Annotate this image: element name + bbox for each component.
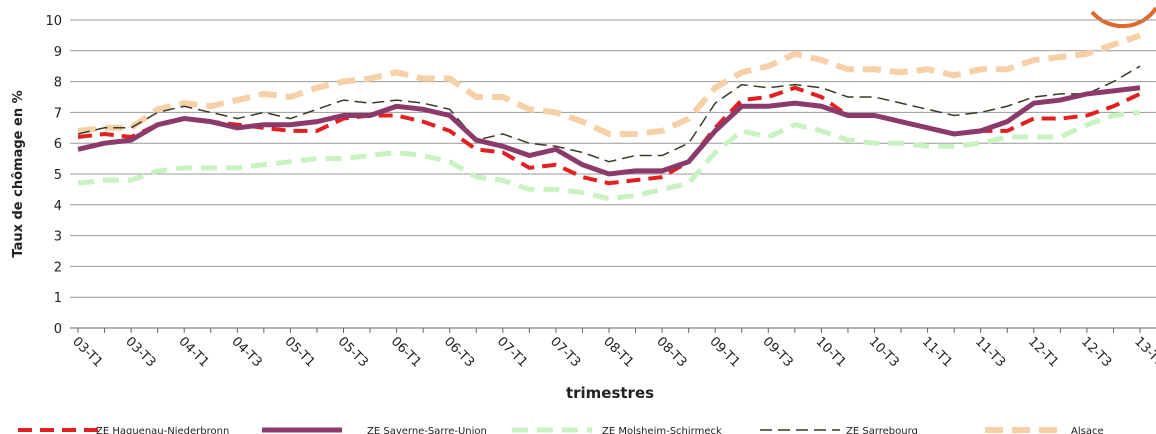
x-axis-label: trimestres (566, 384, 654, 402)
legend-label: ZE Saverne-Sarre-Union (367, 426, 487, 434)
x-tick-label: 06-T1 (388, 334, 424, 370)
x-tick-label: 08-T1 (600, 334, 636, 370)
y-tick-label: 8 (54, 76, 62, 91)
x-tick-label: 05-T1 (282, 334, 318, 370)
series-line (77, 65, 1141, 163)
series-line (77, 109, 1141, 202)
y-tick-label: 2 (54, 260, 62, 275)
x-tick-label: 06-T3 (441, 334, 477, 370)
series-line (77, 85, 1141, 177)
x-tick-label: 11-T3 (972, 334, 1008, 370)
x-tick-label: 07-T1 (494, 334, 530, 370)
x-tick-label: 12-T3 (1078, 334, 1114, 370)
x-tick-label: 11-T1 (919, 334, 955, 370)
y-tick-label: 5 (54, 168, 62, 183)
x-tick-label: 07-T3 (547, 334, 583, 370)
decor-circle (1090, 6, 1156, 29)
x-tick-label: 03-T3 (122, 334, 158, 370)
x-tick-label: 04-T3 (228, 334, 264, 370)
x-tick-label: 09-T3 (759, 334, 795, 370)
y-tick-label: 6 (54, 137, 62, 152)
y-tick-label: 1 (54, 291, 62, 306)
y-tick-label: 3 (54, 230, 62, 245)
x-tick-label: 08-T3 (653, 334, 689, 370)
y-tick-label: 7 (54, 106, 62, 121)
series-line (77, 32, 1141, 137)
legend-label: Alsace (1071, 426, 1104, 434)
y-axis-label: Taux de chômage en % (11, 90, 26, 257)
x-tick-label: 04-T1 (175, 334, 211, 370)
x-tick-label: 09-T1 (706, 334, 742, 370)
y-tick-label: 0 (54, 322, 62, 337)
x-tick-label: 10-T1 (813, 334, 849, 370)
y-tick-label: 9 (54, 45, 62, 60)
legend-label: ZE Sarrebourg (846, 426, 918, 434)
legend-label: ZE Molsheim-Schirmeck (602, 426, 722, 434)
x-tick-label: 13-T1 (1131, 334, 1156, 370)
x-tick-label: 12-T1 (1025, 334, 1061, 370)
x-tick-label: 03-T1 (69, 334, 105, 370)
y-tick-label: 10 (45, 14, 62, 29)
y-tick-label: 4 (54, 199, 62, 214)
x-tick-label: 05-T3 (335, 334, 371, 370)
legend-label: ZE Haguenau-Niederbronn (96, 426, 229, 434)
x-tick-label: 10-T3 (866, 334, 902, 370)
